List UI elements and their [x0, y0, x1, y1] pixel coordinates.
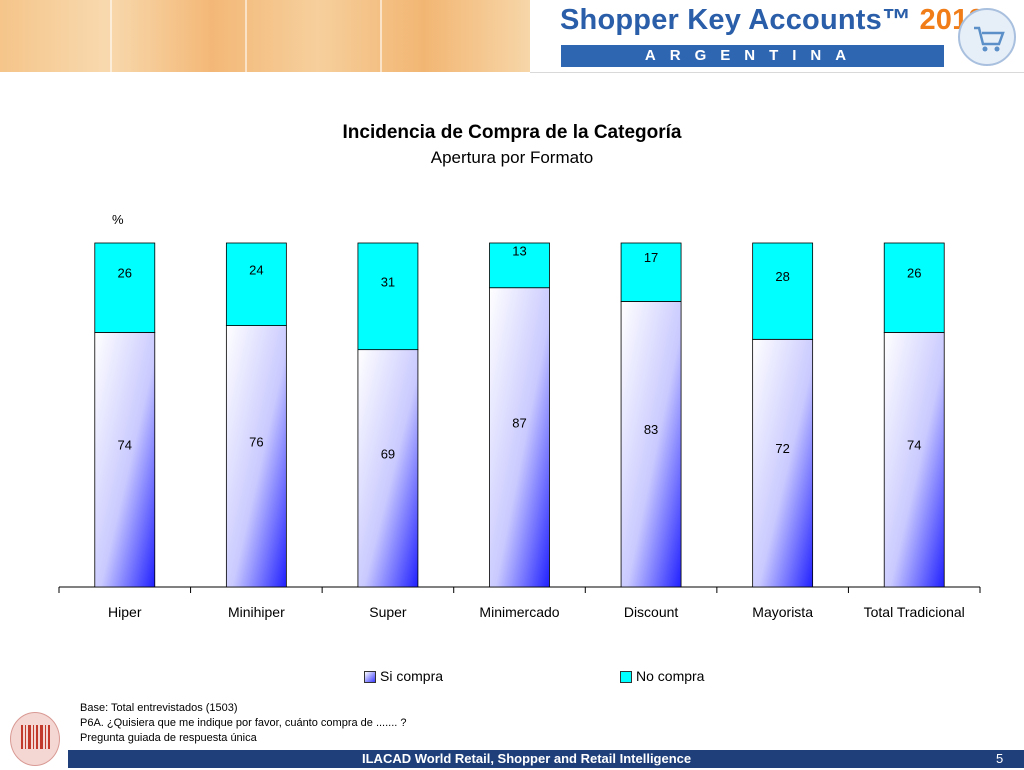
x-tick-label-mayorista: Mayorista	[752, 604, 813, 620]
x-tick-label-super: Super	[369, 604, 407, 620]
chart-title: Incidencia de Compra de la Categoría	[342, 122, 682, 143]
data-label-si-compra-minimercado: 87	[512, 415, 526, 430]
bar-si-compra-minimercado	[489, 287, 550, 588]
brand-name: Shopper Key Accounts™	[560, 4, 912, 36]
country-bar: ARGENTINA	[561, 45, 944, 67]
shopping-cart-logo-icon	[958, 8, 1016, 66]
data-label-si-compra-minihiper: 76	[249, 434, 263, 449]
header-banner	[0, 0, 1024, 73]
bar-si-compra-hiper	[94, 332, 156, 588]
bar-no-compra-total-tradicional	[883, 242, 945, 333]
footer-bar	[68, 750, 1024, 768]
header-photo	[0, 0, 530, 72]
legend-label-no-compra: No compra	[636, 668, 705, 684]
data-label-no-compra-minihiper: 24	[249, 262, 263, 277]
base-note: Base: Total entrevistados (1503)	[80, 702, 238, 714]
y-axis-label: %	[112, 212, 124, 227]
x-tick-label-minihiper: Minihiper	[228, 604, 285, 620]
x-tick-label-minimercado: Minimercado	[479, 604, 559, 620]
bar-si-compra-total-tradicional	[883, 332, 945, 588]
data-label-si-compra-discount: 83	[644, 422, 658, 437]
bar-si-compra-minihiper	[225, 325, 287, 588]
chart-subtitle: Apertura por Formato	[430, 148, 594, 167]
data-label-no-compra-minimercado: 13	[512, 243, 526, 258]
data-label-no-compra-super: 31	[381, 274, 395, 289]
bar-si-compra-mayorista	[752, 338, 814, 588]
data-label-si-compra-mayorista: 72	[775, 441, 789, 456]
data-label-no-compra-mayorista: 28	[775, 269, 789, 284]
data-label-si-compra-hiper: 74	[118, 438, 132, 453]
legend-swatch-si-compra	[364, 671, 376, 684]
legend-swatch-no-compra	[620, 671, 632, 684]
bar-no-compra-discount	[620, 242, 682, 302]
notes-block: Base: Total entrevistados (1503) P6A. ¿Q…	[80, 701, 407, 746]
data-label-no-compra-total-tradicional: 26	[907, 266, 921, 281]
x-tick-label-hiper: Hiper	[108, 604, 142, 620]
page-number: 5	[996, 751, 1004, 766]
x-tick-label-total-tradicional: Total Tradicional	[864, 604, 965, 620]
bar-si-compra-super	[357, 349, 419, 588]
data-label-no-compra-hiper: 26	[118, 266, 132, 281]
data-label-si-compra-super: 69	[381, 446, 395, 461]
x-tick-label-discount: Discount	[624, 604, 679, 620]
barcode-badge-icon	[10, 712, 60, 766]
legend-label-si-compra: Si compra	[380, 668, 444, 684]
data-label-si-compra-total-tradicional: 74	[907, 438, 921, 453]
bar-si-compra-discount	[620, 301, 682, 588]
bar-no-compra-hiper	[94, 242, 156, 333]
guide-note: Pregunta guiada de respuesta única	[80, 732, 257, 744]
bar-no-compra-minimercado	[489, 242, 550, 289]
bar-no-compra-mayorista	[752, 242, 814, 340]
legend-item-no-compra: No compra	[620, 668, 704, 684]
question-note: P6A. ¿Quisiera que me indique por favor,…	[80, 717, 407, 729]
bar-no-compra-super	[357, 242, 419, 351]
footer-text: ILACAD World Retail, Shopper and Retail …	[362, 751, 692, 766]
legend-item-si-compra: Si compra	[364, 668, 443, 684]
data-label-no-compra-discount: 17	[644, 250, 658, 265]
bar-no-compra-minihiper	[225, 242, 287, 326]
